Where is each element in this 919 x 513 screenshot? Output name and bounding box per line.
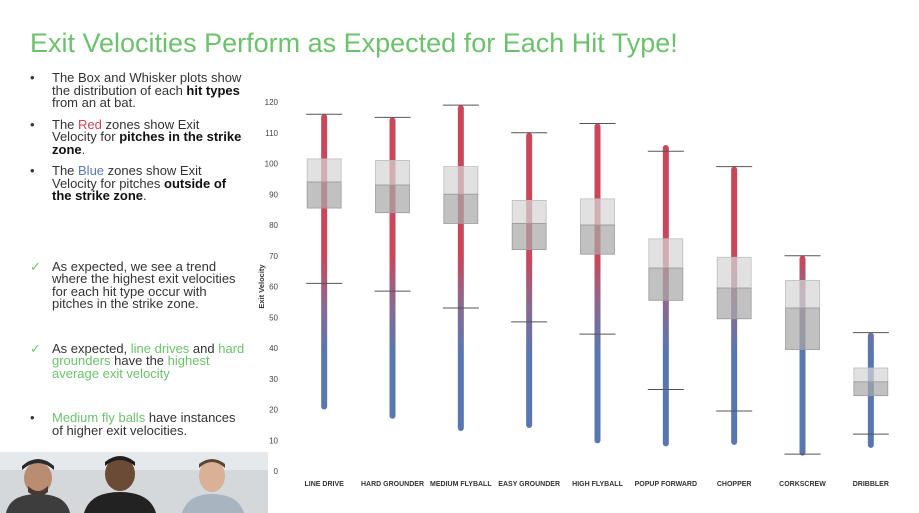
checkmark-icon: ✓ <box>30 258 41 274</box>
y-tick-label: 30 <box>269 375 278 384</box>
box-lower <box>511 223 547 250</box>
bullet-list: • The Box and Whisker plots show the dis… <box>30 70 245 438</box>
check-text: and <box>189 340 219 356</box>
x-tick-label: DRIBBLER <box>853 481 889 488</box>
check-item: ✓ As expected, line drives and hard grou… <box>30 340 245 381</box>
webcam-people-image <box>0 452 268 513</box>
bullet-text: The <box>52 116 79 132</box>
box-upper <box>648 238 684 269</box>
y-axis-label: Exit Velocity <box>257 264 266 309</box>
box-whisker-chart: 0 10 20 30 40 50 60 70 80 90 100 110 120 Exit Velocit… <box>257 98 889 488</box>
checkmark-icon: ✓ <box>30 340 41 356</box>
distribution-strip <box>594 123 601 444</box>
bullet-text: . <box>143 188 147 203</box>
box-lower <box>785 307 820 350</box>
box-lower <box>648 267 684 301</box>
box-upper <box>306 158 342 183</box>
bullet-dot-icon: • <box>30 116 35 132</box>
check-text: have the <box>110 353 168 368</box>
webcam-overlay <box>0 452 268 513</box>
bullet-dot-icon: • <box>30 163 35 178</box>
blue-word: Blue <box>78 163 105 178</box>
slide-title: Exit Velocities Perform as Expected for … <box>30 28 678 58</box>
y-tick-label: 100 <box>265 160 279 169</box>
bullet-text: . <box>81 141 86 157</box>
y-tick-label: 10 <box>269 436 278 445</box>
bullet-text: zones show Exit Velocity for <box>52 116 200 144</box>
check-text: As expected, we see a trend where the hi… <box>52 258 236 311</box>
green-phrase: Medium fly balls <box>52 410 146 425</box>
bullet-item: • The Box and Whisker plots show the dis… <box>30 70 245 110</box>
box-upper <box>785 279 820 309</box>
x-tick-label: LINE DRIVE <box>305 481 345 488</box>
bullet-emphasis: pitches in the strike zone <box>52 129 242 157</box>
green-phrase: line drives <box>130 340 190 356</box>
x-tick-label: CHOPPER <box>717 481 752 488</box>
check-item: • Medium fly balls have instances of hig… <box>30 410 245 438</box>
bullet-text: The <box>52 163 79 178</box>
box-lower <box>580 224 615 255</box>
box-lower <box>853 381 889 397</box>
box-lower <box>306 181 342 209</box>
box-upper <box>580 198 615 226</box>
bullet-dot-icon: • <box>30 70 35 85</box>
green-phrase: hard grounders <box>52 340 245 368</box>
x-tick-label: EASY GROUNDER <box>498 481 560 488</box>
bullet-text: zones show Exit Velocity for pitches <box>52 163 202 191</box>
bullet-text: The Box and Whisker plots show the distr… <box>52 70 242 98</box>
y-tick-label: 60 <box>269 283 278 292</box>
x-tick-label: POPUP FORWARD <box>635 481 697 488</box>
x-tick-label: MEDIUM FLYBALL <box>430 481 492 488</box>
check-text: As expected, <box>52 340 131 356</box>
check-item: ✓ As expected, we see a trend where the … <box>30 258 245 311</box>
bullet-dot-icon: • <box>30 410 35 425</box>
distribution-strip <box>526 132 533 428</box>
y-tick-label: 40 <box>269 344 278 353</box>
y-tick-label: 80 <box>269 221 278 230</box>
box-upper <box>853 367 889 383</box>
y-tick-label: 20 <box>269 406 278 415</box>
x-tick-label: HARD GROUNDER <box>361 481 424 488</box>
box-upper <box>511 200 547 224</box>
box-upper <box>716 256 752 289</box>
check-text: have instances of higher exit velocities… <box>52 410 236 438</box>
green-phrase: highest average exit velocity <box>52 353 210 381</box>
red-word: Red <box>78 116 102 132</box>
bullet-text: from an at bat. <box>52 95 136 110</box>
box-lower <box>375 184 410 214</box>
box-lower <box>443 193 479 224</box>
bullet-emphasis: outside of the strike zone <box>52 175 227 203</box>
bullet-item: • The Blue zones show Exit Velocity for … <box>30 163 245 203</box>
box-upper <box>375 160 410 186</box>
y-tick-label: 70 <box>269 252 278 261</box>
y-tick-label: 120 <box>265 98 279 107</box>
y-tick-label: 110 <box>265 129 278 138</box>
bullet-emphasis: hit types <box>186 82 240 98</box>
bullet-item: • The Red zones show Exit Velocity for p… <box>30 116 245 157</box>
y-tick-label: 90 <box>269 190 278 199</box>
box-lower <box>716 287 752 320</box>
x-tick-label: HIGH FLYBALL <box>572 481 623 488</box>
y-tick-label: 50 <box>269 313 278 322</box>
distribution-strip <box>457 105 464 432</box>
y-tick-label: 0 <box>274 467 279 476</box>
x-tick-label: CORKSCREW <box>779 481 826 488</box>
box-upper <box>443 166 479 195</box>
